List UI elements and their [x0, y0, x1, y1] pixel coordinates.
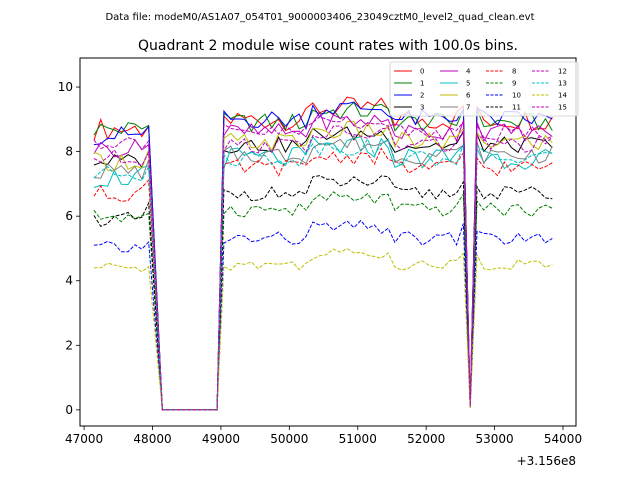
series-line-12 [93, 125, 553, 411]
x-axis: 47000 48000 49000 50000 51000 52000 53000 54000 [65, 426, 582, 446]
x-tick-label: 53000 [475, 432, 513, 446]
legend-label: 5 [466, 80, 470, 88]
legend-label: 6 [466, 92, 471, 100]
y-tick-label: 8 [65, 145, 73, 159]
legend-label: 7 [466, 104, 470, 112]
legend-label: 13 [558, 80, 567, 88]
legend-label: 3 [420, 104, 424, 112]
x-tick-label: 51000 [339, 432, 377, 446]
legend-label: 12 [558, 68, 567, 76]
legend-label: 11 [512, 104, 521, 112]
x-tick-label: 50000 [270, 432, 308, 446]
x-tick-label: 47000 [65, 432, 103, 446]
legend-box [389, 61, 579, 117]
y-tick-label: 6 [65, 209, 73, 223]
legend-label: 1 [420, 80, 424, 88]
y-tick-label: 4 [65, 274, 73, 288]
legend-label: 4 [466, 68, 471, 76]
series-line-14 [93, 248, 553, 411]
legend-label: 9 [512, 80, 516, 88]
y-tick-label: 0 [65, 403, 73, 417]
y-axis: 0 2 4 6 8 10 [58, 80, 80, 417]
x-tick-label: 49000 [202, 432, 240, 446]
x-offset-label: +3.156e8 [517, 454, 576, 468]
axes-frame [79, 57, 577, 427]
legend-label: 15 [558, 104, 567, 112]
x-tick-label: 48000 [133, 432, 171, 446]
legend-label: 8 [512, 68, 516, 76]
x-tick-label: 54000 [544, 432, 582, 446]
legend-label: 14 [558, 92, 567, 100]
legend-label: 10 [512, 92, 521, 100]
x-tick-label: 52000 [407, 432, 445, 446]
legend-label: 2 [420, 92, 424, 100]
legend-label: 0 [420, 68, 424, 76]
plot-area [93, 96, 553, 411]
chart-title: Quadrant 2 module wise count rates with … [138, 38, 518, 54]
y-tick-label: 10 [58, 80, 73, 94]
y-tick-label: 2 [65, 338, 73, 352]
series-line-10 [93, 219, 553, 411]
figure-suptitle: Data file: modeM0/AS1A07_054T01_90000034… [105, 12, 534, 23]
